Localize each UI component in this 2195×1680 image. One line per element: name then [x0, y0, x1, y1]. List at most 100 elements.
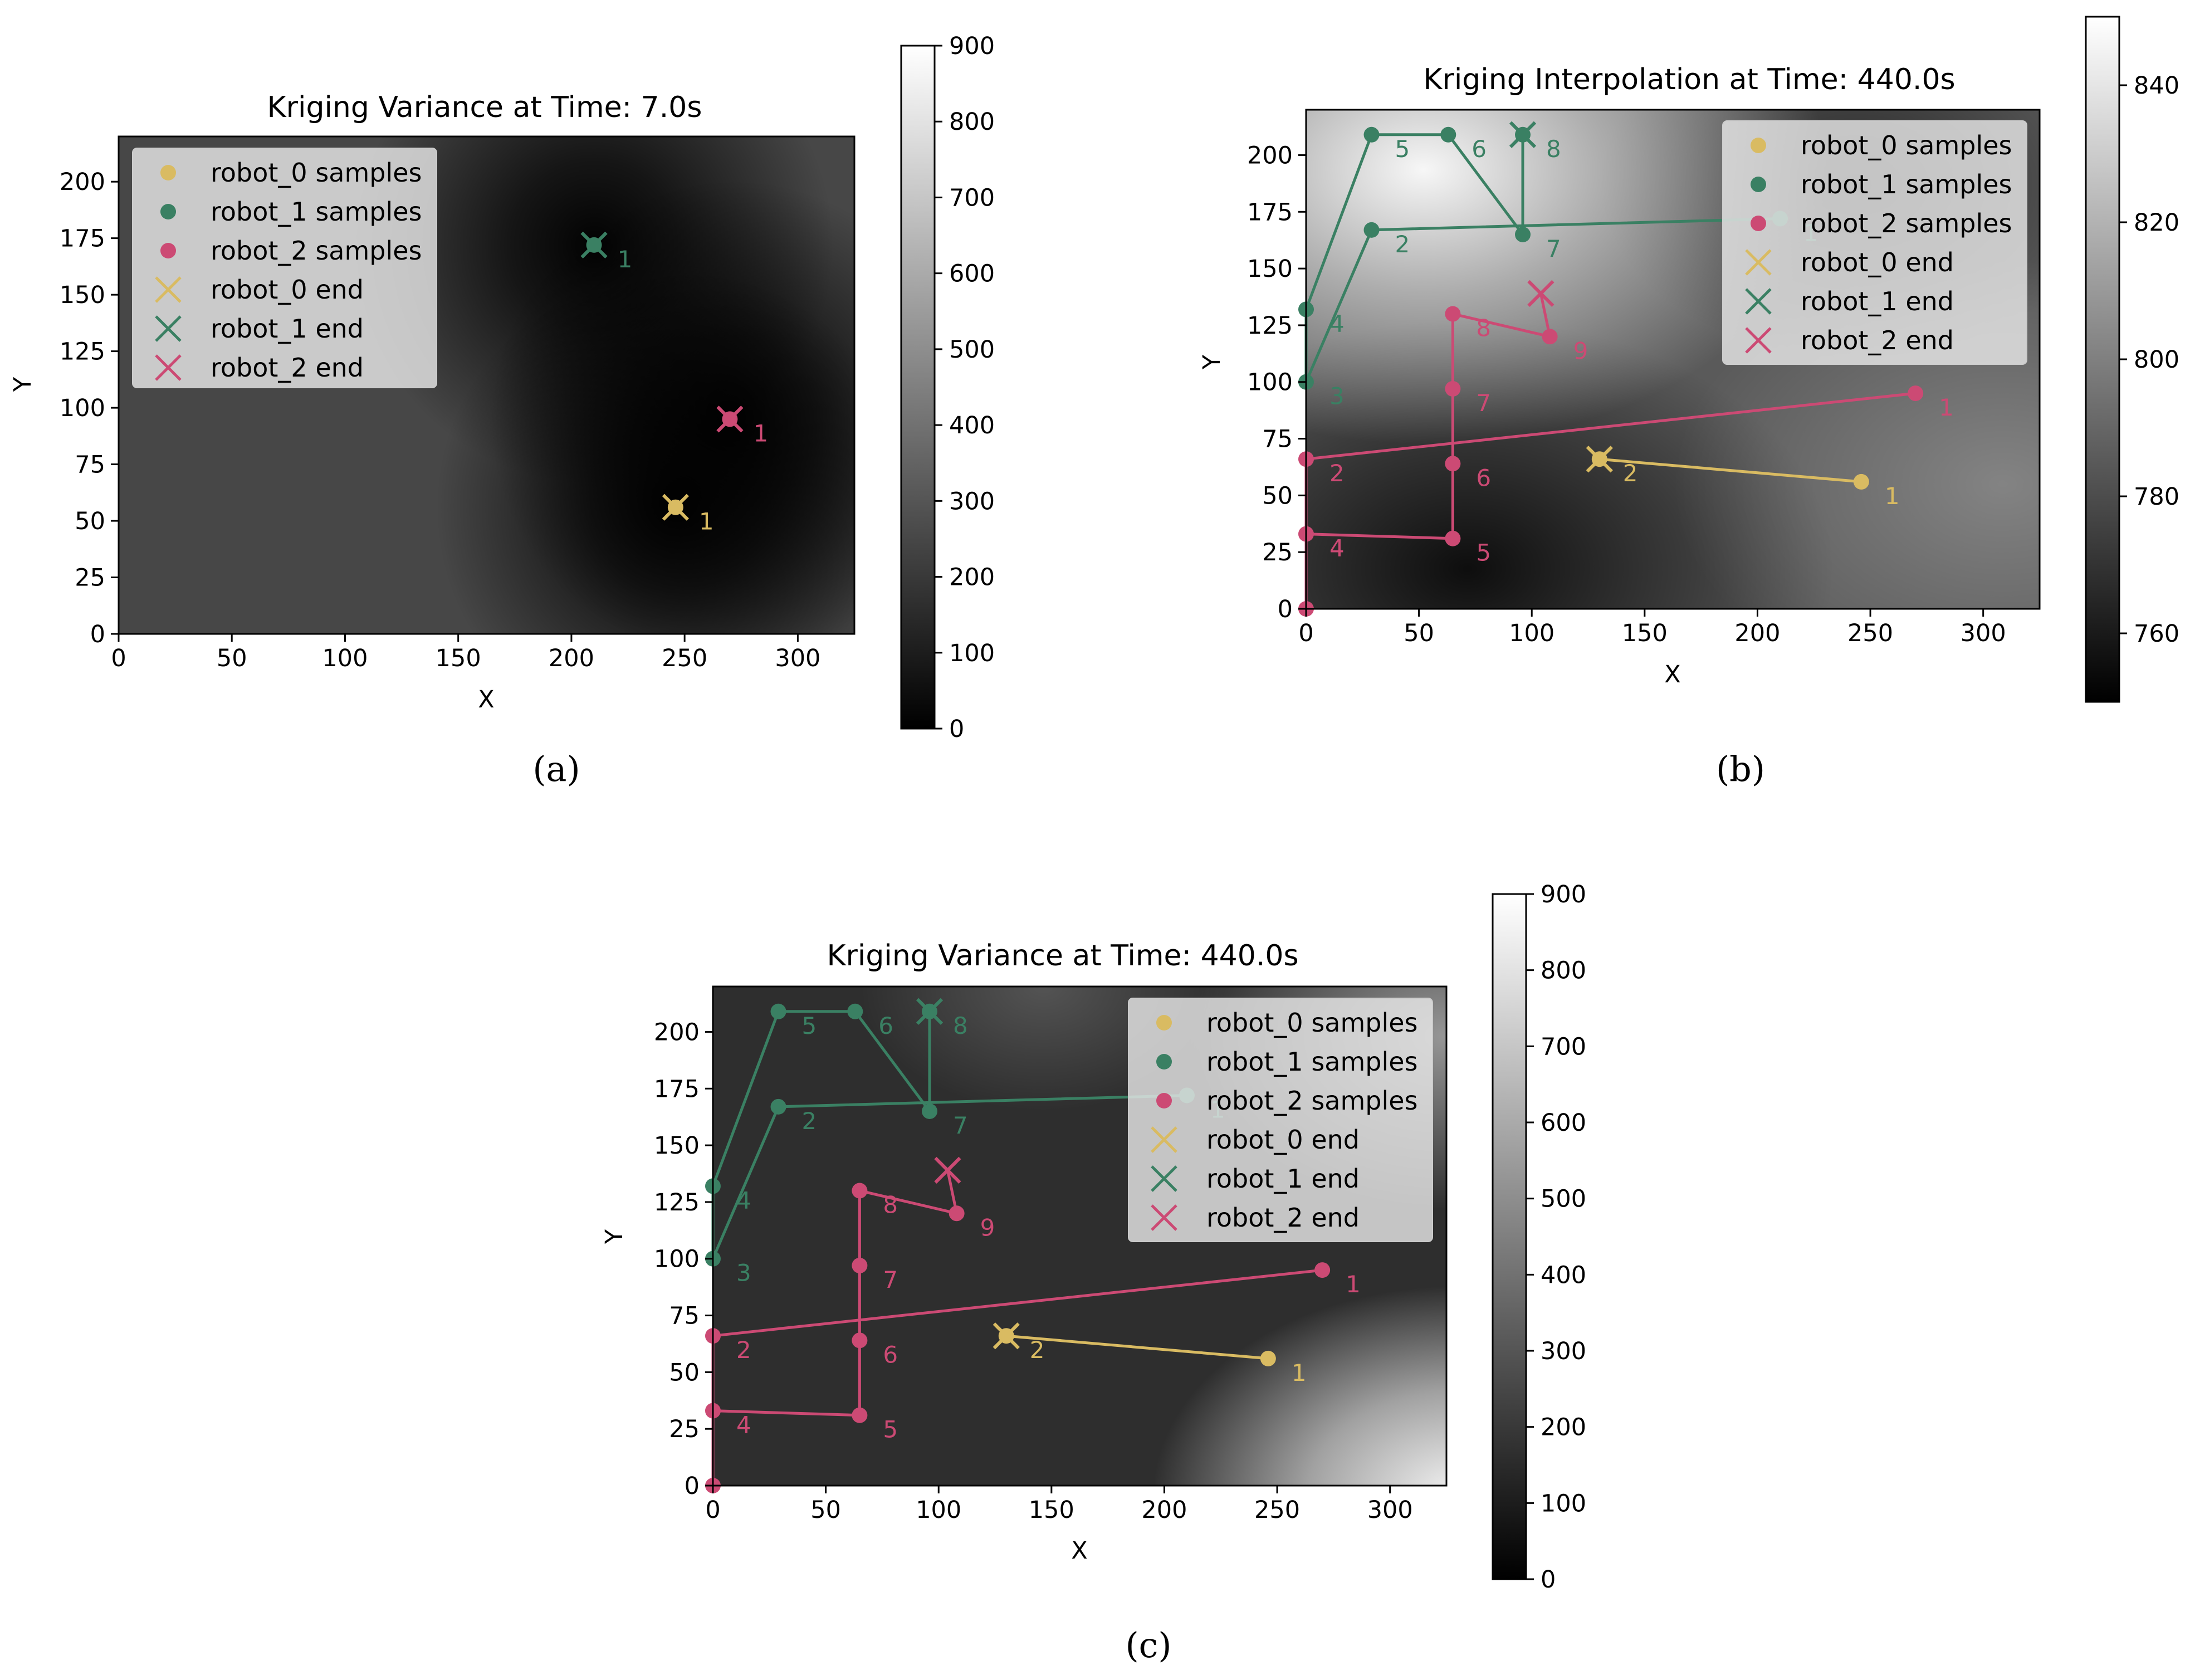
x-tick-label: 200	[1141, 1496, 1187, 1524]
robot-2-legend-x	[1151, 1204, 1177, 1231]
x-tick-label: 200	[549, 644, 594, 672]
panel-a-colorbar: 0 100 200 300 400 500 600 700 800 900	[900, 32, 995, 743]
robot-1-sample-point	[1440, 126, 1456, 143]
y-tick-label: 100	[654, 1246, 700, 1273]
robot-1-sample-point	[1363, 126, 1380, 143]
legend-entry-label: robot_0 samples	[1206, 1008, 1418, 1038]
robot-0-legend-x	[1151, 1126, 1177, 1153]
robot-2-sample-point	[949, 1205, 965, 1222]
robot-2-sample-point	[1314, 1262, 1331, 1278]
y-tick-label: 100	[60, 394, 105, 422]
robot-2-sample-label: 8	[883, 1191, 898, 1219]
panel-b-caption: (b)	[1716, 749, 1765, 789]
y-tick-label: 150	[1247, 255, 1293, 283]
robot-1-sample-label: 7	[953, 1112, 968, 1139]
robot-2-legend-dot	[1751, 216, 1766, 231]
robot-1-path	[1304, 133, 1781, 383]
y-tick-label: 25	[1262, 539, 1293, 566]
robot-2-sample-label: 4	[1329, 535, 1345, 562]
robot-2-sample-point	[852, 1407, 868, 1423]
colorbar-tick-label: 500	[949, 336, 995, 364]
robot-0-end-marker	[662, 494, 690, 521]
robot-0-legend-x	[1745, 249, 1772, 276]
robot-1-legend-x	[1151, 1165, 1177, 1192]
robot-1-sample-label: 1	[618, 246, 633, 273]
x-tick-label: 0	[111, 644, 126, 672]
colorbar-tick-label: 400	[1541, 1261, 1586, 1289]
panel-b-title: Kriging Interpolation at Time: 440.0s	[1423, 63, 1955, 96]
panel-b-chart: Kriging Interpolation at Time: 440.0s 1 2…	[1198, 16, 2179, 789]
y-tick-label: 150	[60, 281, 105, 309]
robot-2-sample-label: 6	[883, 1341, 898, 1368]
robot-1-end-marker	[1509, 121, 1537, 148]
colorbar-tick-label: 900	[1541, 881, 1586, 909]
y-tick-label: 175	[60, 225, 105, 253]
robot-0-sample-point	[1853, 473, 1869, 490]
panel-c-colorbar: 0 100 200 300 400 500 600 700 800 900	[1492, 881, 1586, 1594]
y-tick-label: 50	[669, 1359, 700, 1386]
x-tick-label: 250	[1847, 619, 1893, 647]
panel-b-axes-frame	[1305, 109, 2041, 610]
robot-1-path	[711, 1010, 1187, 1259]
robot-1-sample-label: 3	[736, 1259, 751, 1287]
legend-entry-label: robot_2 samples	[211, 236, 422, 266]
robot-1-sample-label: 7	[1546, 235, 1561, 262]
legend-entry-label: robot_1 samples	[1801, 169, 2012, 199]
y-tick-label: 200	[654, 1018, 700, 1046]
robot-2-sample-point	[1908, 385, 1924, 402]
robot-0-sample-label: 2	[1623, 460, 1638, 487]
panel-a-caption: (a)	[532, 749, 580, 789]
robot-1-sample-label: 2	[1395, 231, 1410, 258]
colorbar-tick-label: 820	[2134, 209, 2179, 237]
robot-0-path	[1599, 457, 1862, 484]
robot-2-end-marker	[716, 406, 744, 433]
colorbar-gradient	[1492, 893, 1527, 1580]
x-tick-label: 150	[1622, 619, 1668, 647]
legend-entry-label: robot_2 samples	[1206, 1086, 1418, 1116]
robot-1-sample-label: 4	[1329, 310, 1345, 337]
x-tick-label: 100	[916, 1496, 961, 1524]
robot-1-sample-label: 6	[878, 1012, 893, 1039]
y-tick-label: 0	[1278, 595, 1293, 623]
legend-entry-label: robot_1 samples	[211, 197, 422, 227]
y-tick-label: 50	[1262, 482, 1293, 510]
legend-box	[132, 148, 437, 388]
colorbar-gradient	[900, 45, 936, 730]
robot-2-sample-label: 9	[1573, 337, 1588, 364]
robot-1-sample-label: 3	[1329, 383, 1345, 410]
panel-c-chart: Kriging Variance at Time: 440.0s 1 2 1 2 3 4 5…	[600, 881, 1586, 1666]
robot-0-path	[1006, 1334, 1269, 1360]
legend-box	[1722, 120, 2027, 365]
robot-2-sample-point	[1445, 380, 1461, 397]
robot-0-legend-dot	[1751, 138, 1766, 153]
robot-2-sample-label: 2	[736, 1336, 751, 1364]
robot-2-sample-label: 8	[1476, 315, 1491, 342]
colorbar-tick-label: 900	[949, 32, 995, 60]
robot-2-sample-label: 1	[753, 419, 768, 447]
x-tick-label: 300	[775, 644, 820, 672]
robot-1-end-marker	[580, 231, 608, 258]
colorbar-tick-label: 300	[949, 487, 995, 515]
robot-1-sample-label: 4	[736, 1186, 751, 1214]
robot-1-sample-label: 5	[802, 1012, 817, 1039]
x-tick-label: 100	[1509, 619, 1554, 647]
robot-0-sample-label: 1	[1885, 482, 1900, 510]
robot-0-sample-label: 1	[1292, 1359, 1307, 1386]
legend-entry-label: robot_2 samples	[1801, 208, 2012, 238]
colorbar-tick-label: 400	[949, 412, 995, 439]
panel-a-title: Kriging Variance at Time: 7.0s	[267, 91, 702, 124]
robot-2-legend-x	[1745, 327, 1772, 354]
robot-0-sample-point	[1260, 1350, 1276, 1366]
robot-1-sample-point	[1515, 227, 1531, 242]
x-tick-label: 300	[1961, 619, 2006, 647]
panel-b-ylabel: Y	[1198, 354, 1226, 370]
x-tick-label: 50	[217, 644, 247, 672]
robot-1-legend-dot	[1751, 177, 1766, 192]
panel-a-axes-frame	[118, 135, 855, 635]
colorbar-tick-label: 200	[1541, 1414, 1586, 1442]
legend-entry-label: robot_2 end	[211, 353, 364, 383]
robot-2-sample-label: 5	[883, 1416, 898, 1443]
panel-b-xlabel: X	[1664, 661, 1680, 688]
x-tick-label: 50	[1404, 619, 1434, 647]
y-tick-label: 0	[90, 621, 105, 648]
